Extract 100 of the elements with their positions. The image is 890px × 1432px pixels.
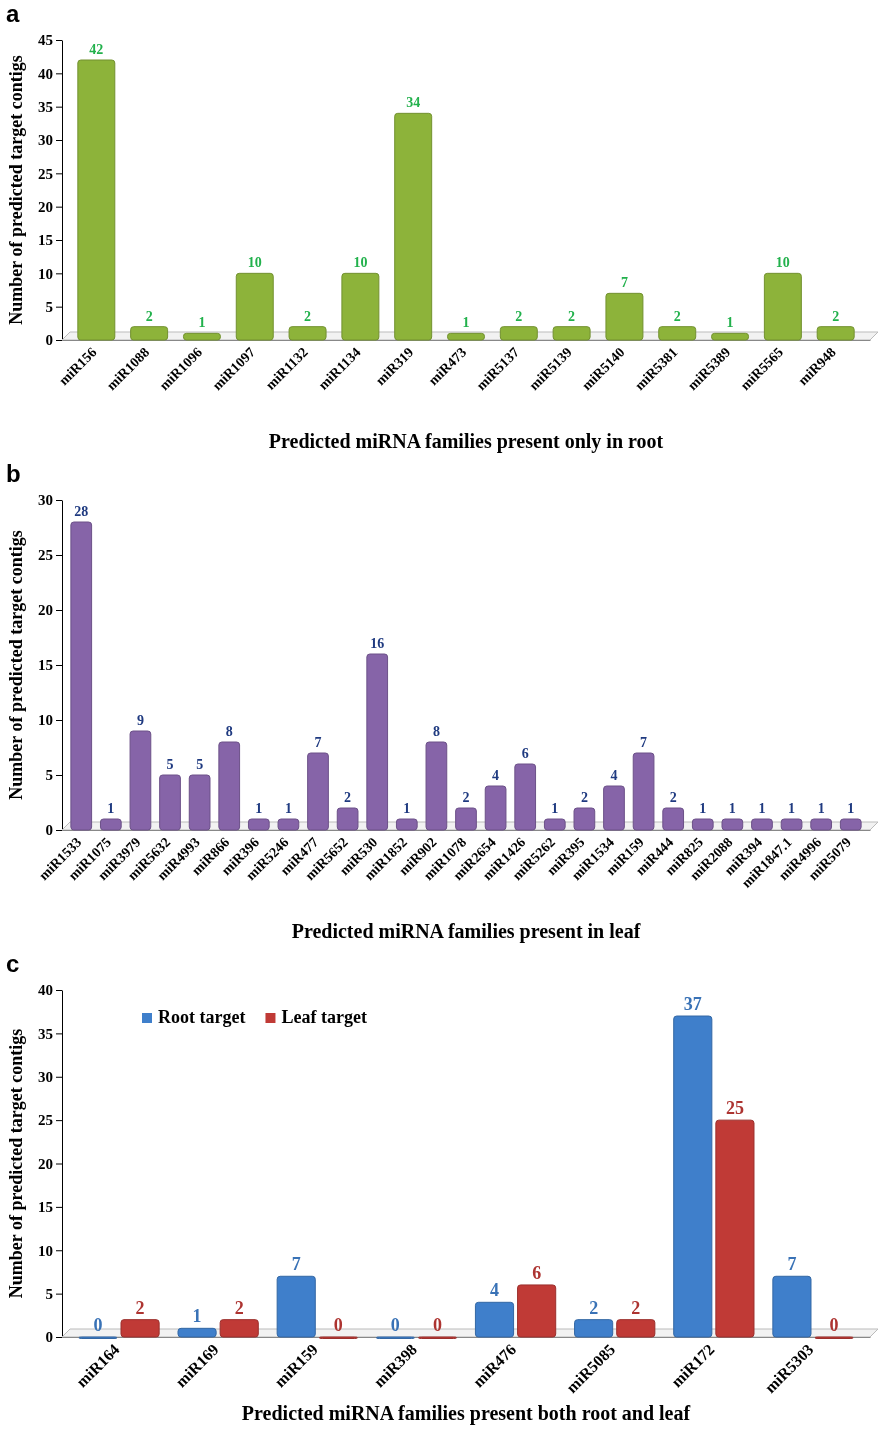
y-tick-label: 40 — [38, 982, 53, 999]
y-tick-label: 30 — [38, 132, 53, 149]
bar — [447, 332, 485, 341]
bar — [70, 521, 93, 831]
y-tick-label: 0 — [45, 1329, 53, 1346]
data-label: 28 — [74, 504, 89, 519]
data-label: 1 — [817, 801, 825, 816]
data-label: 2 — [568, 308, 576, 324]
data-label: 2 — [135, 1297, 145, 1318]
data-label: 1 — [255, 801, 263, 816]
data-label: 10 — [247, 255, 262, 271]
y-tick-label: 20 — [38, 1155, 53, 1172]
bar — [605, 292, 644, 341]
bar — [455, 807, 477, 831]
y-tick-label: 5 — [45, 767, 53, 784]
y-axis-title: Number of predicted target contigs — [6, 1028, 26, 1299]
y-tick-label: 25 — [38, 547, 53, 564]
data-label: 10 — [353, 255, 368, 271]
bar — [129, 730, 152, 831]
y-tick-label: 30 — [38, 492, 53, 509]
bar — [288, 326, 327, 341]
data-label: 4 — [492, 768, 500, 783]
data-label: 2 — [234, 1297, 244, 1318]
bar — [751, 818, 773, 831]
y-tick-label: 30 — [38, 1069, 53, 1086]
y-tick-label: 15 — [38, 232, 53, 249]
bar — [658, 326, 697, 341]
data-label: 6 — [521, 746, 529, 761]
bar — [662, 807, 685, 831]
bar — [772, 1275, 812, 1338]
y-axis-title: Number of predicted target contigs — [6, 530, 26, 800]
y-tick-label: 35 — [38, 1025, 53, 1042]
data-label: 25 — [725, 1098, 744, 1119]
legend-label: Leaf target — [281, 1007, 367, 1027]
data-label: 0 — [433, 1315, 442, 1335]
data-label: 5 — [196, 757, 204, 772]
y-tick-label: 5 — [45, 298, 53, 315]
bar — [474, 1301, 515, 1338]
data-label: 0 — [93, 1315, 103, 1335]
data-label: 1 — [551, 801, 559, 816]
data-label: 1 — [699, 801, 707, 816]
data-label: 1 — [462, 315, 470, 331]
data-label: 1 — [728, 801, 736, 816]
y-tick-label: 0 — [45, 822, 53, 839]
bar — [543, 818, 566, 831]
bar — [711, 332, 750, 341]
data-label: 9 — [136, 713, 144, 728]
data-label: 6 — [532, 1262, 542, 1283]
data-label: 8 — [432, 724, 440, 739]
bar — [763, 272, 802, 341]
bar — [366, 653, 389, 831]
y-tick-label: 10 — [38, 712, 53, 729]
bar — [484, 785, 507, 831]
data-label: 34 — [406, 95, 421, 111]
data-label: 1 — [284, 801, 292, 816]
y-tick-label: 25 — [38, 165, 53, 182]
bar — [307, 752, 329, 831]
data-label: 7 — [640, 735, 648, 750]
x-axis-title: Predicted miRNA families present only in root — [268, 430, 664, 453]
bar — [247, 818, 270, 831]
bar — [130, 326, 169, 341]
bar — [218, 741, 241, 831]
data-label: 2 — [669, 790, 677, 805]
bar — [816, 326, 855, 341]
data-label: 4 — [490, 1280, 499, 1301]
y-tick-label: 10 — [38, 265, 53, 282]
bar — [632, 752, 655, 831]
data-label: 7 — [787, 1254, 797, 1275]
bar — [77, 59, 116, 341]
bar — [182, 332, 221, 341]
bar — [188, 774, 211, 831]
data-label: 1 — [726, 315, 734, 331]
bar — [276, 1275, 316, 1338]
y-tick-label: 35 — [38, 98, 53, 115]
bar — [721, 818, 744, 831]
data-label: 1 — [847, 801, 855, 816]
data-label: 1 — [788, 801, 796, 816]
chart-title: c — [6, 950, 20, 977]
bar — [159, 774, 181, 831]
data-label: 7 — [620, 275, 628, 291]
bar — [839, 818, 862, 831]
data-label: 2 — [515, 308, 523, 324]
data-label: 10 — [775, 255, 790, 271]
bar — [120, 1319, 160, 1338]
data-label: 2 — [304, 308, 312, 324]
bar — [425, 741, 448, 831]
x-axis-title: Predicted miRNA families present both root and leaf — [241, 1402, 691, 1425]
y-tick-label: 25 — [38, 1112, 53, 1129]
data-label: 42 — [89, 42, 104, 57]
data-label: 0 — [829, 1315, 839, 1335]
bar — [99, 818, 122, 831]
y-tick-label: 20 — [38, 602, 53, 619]
data-label: 16 — [370, 636, 385, 651]
chart-title: a — [6, 0, 20, 27]
data-label: 2 — [589, 1297, 599, 1318]
y-tick-label: 10 — [38, 1242, 53, 1259]
bar — [219, 1319, 259, 1338]
data-label: 1 — [192, 1306, 202, 1327]
data-label: 7 — [291, 1254, 301, 1275]
data-label: 4 — [610, 768, 618, 783]
